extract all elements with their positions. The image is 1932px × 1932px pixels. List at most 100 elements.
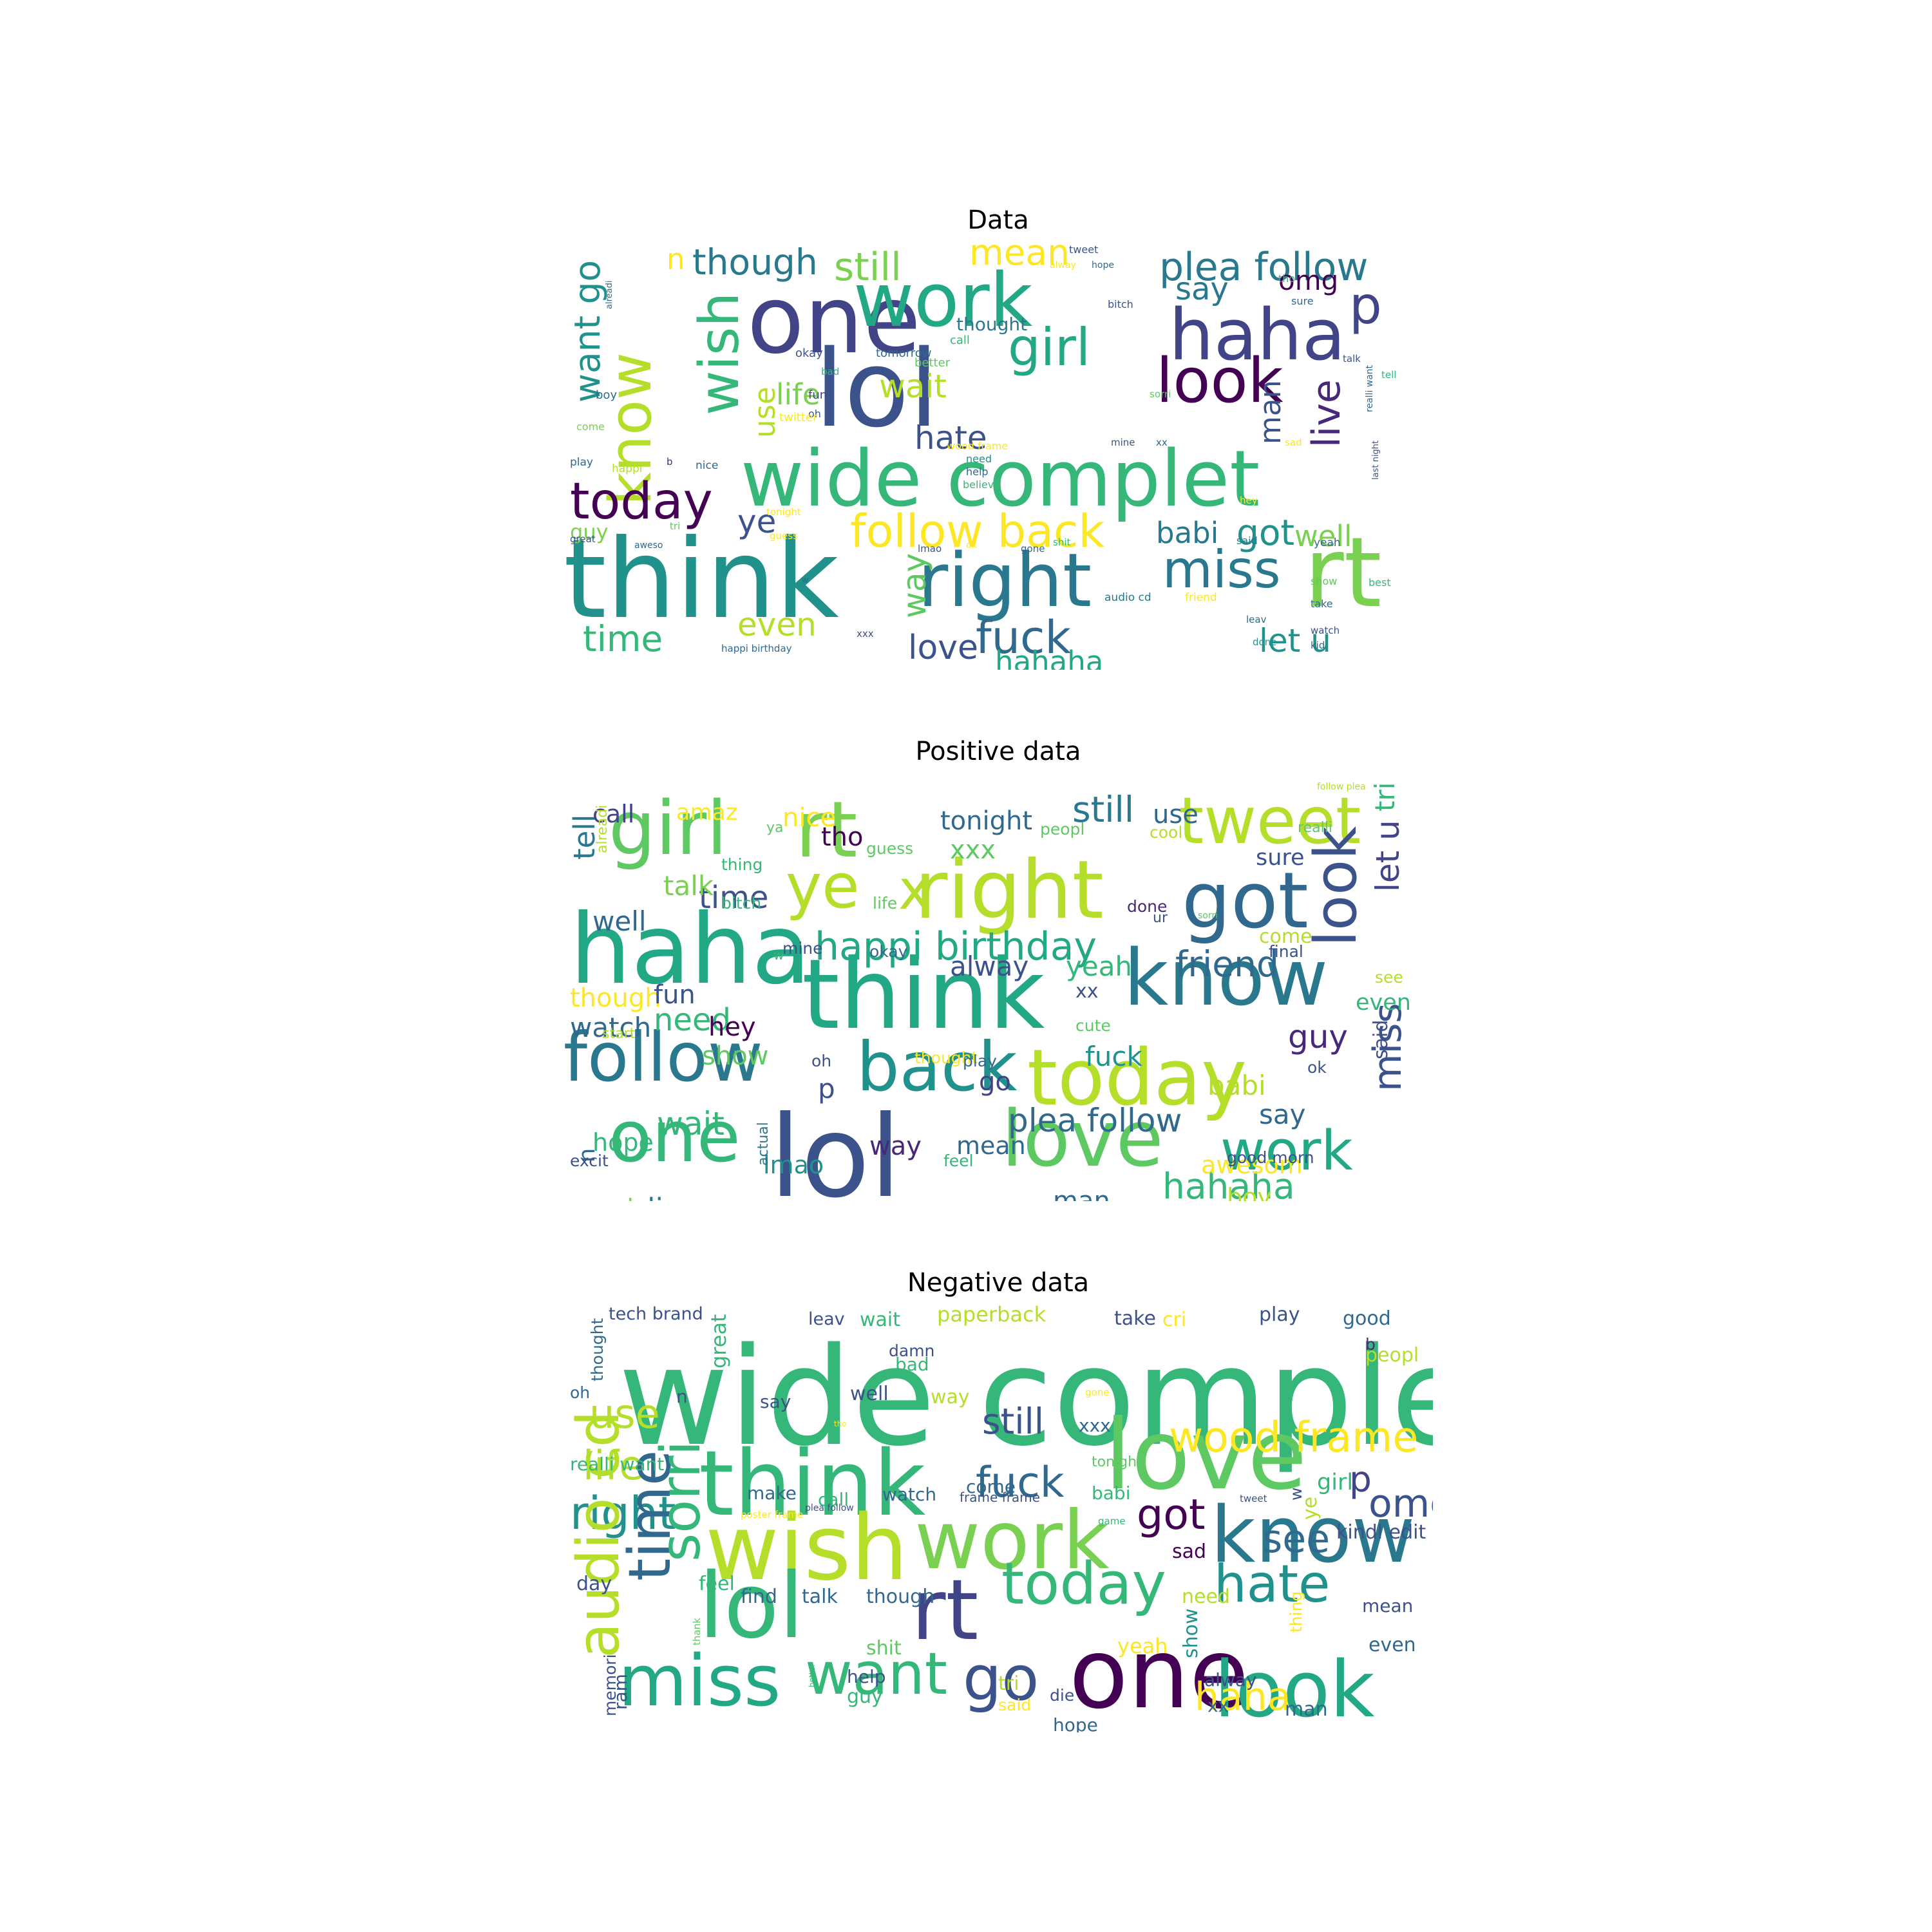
cloud-word: let u [1369,820,1406,892]
cloud-word: fuck [976,611,1072,664]
cloud-word: back [857,1028,1018,1106]
cloud-word: hate [914,419,987,457]
cloud-word: b [667,456,673,468]
cloud-word: bitch [1108,298,1133,310]
cloud-word: miss [618,1640,781,1722]
cloud-word: nice [696,459,719,472]
cloud-word: live [647,1195,698,1201]
word-cloud-positive: lol think haha right rt love today know got girl t… [564,766,1433,1201]
cloud-word: n [676,1386,688,1407]
cloud-word: got [1137,1491,1206,1539]
cloud-word: fun [808,388,828,402]
cloud-word: excit [570,1151,609,1170]
cloud-word: tonight [940,806,1033,836]
cloud-word: mean [956,1132,1026,1160]
cloud-word: follow plea [1317,782,1366,792]
cloud-word: talk [802,1586,838,1608]
cloud-word: call [818,1489,849,1510]
cloud-word: wait [860,1309,901,1331]
cloud-word: play [963,1052,997,1070]
cloud-word: final [1269,942,1303,961]
cloud-word: guy [847,1685,883,1708]
cloud-word: p [1349,276,1382,336]
cloud-word: okay [795,346,823,360]
cloud-word: w [1287,1487,1305,1501]
cloud-word: mine [1111,437,1135,448]
cloud-word: girl [1008,317,1091,377]
cloud-word: hey [708,1012,756,1042]
cloud-word: memori [601,1654,620,1716]
cloud-word: thought [914,1048,978,1067]
cloud-word: believ [963,478,994,491]
cloud-word: time [699,880,769,916]
cloud-word: life [583,1442,644,1489]
cloud-word: lol [815,327,939,451]
cloud-word: mine [782,939,823,958]
cloud-word: tho [1278,272,1296,285]
cloud-word: way [896,553,933,618]
cloud-word: game [1098,1515,1126,1527]
cloud-word: fuck [1085,1041,1142,1072]
cloud-word: cri [1162,1309,1187,1331]
cloud-word: gone [1085,1387,1110,1398]
cloud-word: haha [570,894,811,1006]
cloud-word: yeah [1117,1634,1168,1658]
cloud-word: life [873,894,898,913]
cloud-word: fuck [976,1459,1065,1507]
cloud-word: feel [699,1573,735,1595]
cloud-word: want go [567,260,608,402]
cloud-word: thank [691,1618,703,1645]
cloud-word: cool [1150,823,1183,842]
cloud-word: use [589,1390,660,1437]
cloud-word: happi [612,462,643,475]
cloud-word: want [576,1195,636,1201]
cloud-word: wait [657,1105,725,1142]
cloud-word: see [1375,968,1403,987]
cloud-word: guess [770,530,798,542]
cloud-word: even [1356,990,1411,1016]
cloud-word: even [737,606,817,643]
cloud-word: say [1175,271,1229,307]
cloud-word: ye [786,851,860,922]
cloud-word: n [667,242,685,276]
cloud-word: xxx [857,628,874,639]
cloud-word: see [1262,1517,1331,1562]
cloud-word: die [1050,1686,1075,1705]
cloud-word: plea follow [805,1503,854,1513]
cloud-word: sure [1291,295,1314,307]
cloud-word: plea follow [1159,245,1368,290]
cloud-word: go [963,1643,1039,1714]
cloud-word: thing [1287,1591,1305,1633]
cloud-word: feel [943,1151,974,1170]
cloud-word: start [602,1026,636,1042]
cloud-word: man [1285,1698,1328,1721]
cloud-word: tweet [1240,1493,1267,1504]
cloud-word: though [570,983,661,1013]
cloud-word: got [1236,512,1295,553]
cloud-word: kid [1311,639,1325,651]
cloud-word: peopl [1040,820,1085,838]
cloud-word: need [966,453,992,465]
cloud-word: hope [592,1128,654,1157]
cloud-word: use [1153,800,1198,829]
cloud-word: thought [956,314,1028,335]
cloud-word: life [776,377,820,412]
cloud-word: twitter [779,411,818,424]
cloud-word: leav [808,1309,845,1329]
cloud-word: one [747,266,921,375]
cloud-word: babi [1208,1070,1266,1101]
cloud-word: look [1214,1645,1375,1732]
cloud-word: think [802,939,1045,1051]
cloud-word: thought [588,1318,607,1381]
cloud-word: wood frame [947,440,1009,452]
cloud-word: sad [1285,437,1302,448]
cloud-word: miss [1162,540,1281,600]
cloud-word: best [1368,576,1391,589]
cloud-word: alreadi [594,804,611,853]
cloud-word: mean [969,235,1070,273]
cloud-word: said [998,1696,1032,1714]
cloud-word: tweet [1179,783,1361,858]
cloud-word: work [1220,1119,1353,1183]
cloud-word: well [592,905,647,937]
cloud-word: right [914,844,1104,937]
